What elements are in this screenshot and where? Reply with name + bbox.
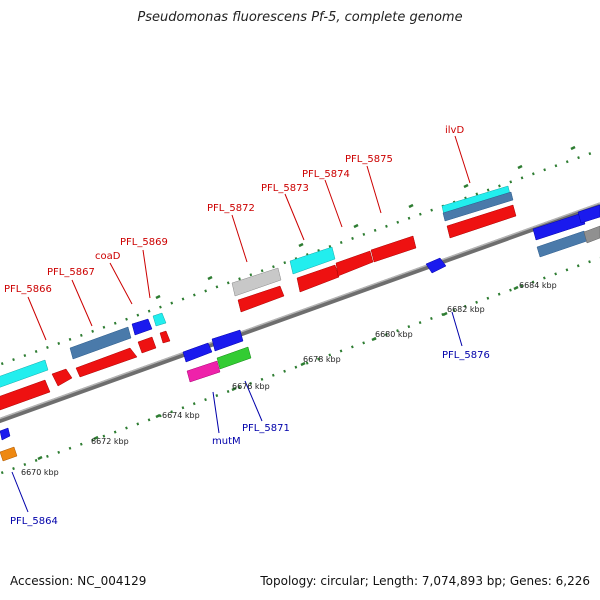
gene-label-pfl-5872: PFL_5872 bbox=[207, 203, 255, 214]
gene-blue bbox=[577, 204, 600, 224]
tick-mark bbox=[207, 275, 213, 281]
gene-red bbox=[51, 368, 73, 387]
accession-text: Accession: NC_004129 bbox=[10, 574, 147, 588]
tick-mark bbox=[93, 435, 99, 441]
gene-cyan bbox=[152, 312, 167, 327]
genome-backbone bbox=[0, 202, 600, 424]
gene-gray bbox=[583, 225, 600, 244]
gene-label-pfl-5874: PFL_5874 bbox=[302, 169, 350, 180]
gene-label-pfl-5864: PFL_5864 bbox=[10, 516, 58, 527]
gene-label-pfl-5873: PFL_5873 bbox=[261, 183, 309, 194]
tick-marks bbox=[37, 145, 576, 461]
gene-blue bbox=[182, 342, 213, 363]
gene-red bbox=[446, 204, 517, 239]
tick-mark bbox=[442, 311, 448, 317]
tick-mark bbox=[155, 294, 161, 300]
tick-mark bbox=[37, 455, 43, 461]
tick-mark bbox=[517, 164, 523, 170]
gene-magenta bbox=[186, 360, 221, 383]
gene-red bbox=[296, 264, 340, 293]
kbp-tick-labels: 6670 kbp 6672 kbp 6674 kbp 6676 kbp 6678… bbox=[21, 281, 557, 477]
tick-mark bbox=[408, 203, 414, 209]
gene-steelblue bbox=[69, 326, 132, 360]
tick-label: 6672 kbp bbox=[91, 437, 129, 446]
guide-line-lower bbox=[0, 256, 600, 475]
gene-label-pfl-5869: PFL_5869 bbox=[120, 237, 168, 248]
gene-label-pfl-5866: PFL_5866 bbox=[4, 284, 52, 295]
gene-blue bbox=[211, 329, 244, 352]
gene-gray bbox=[231, 267, 282, 297]
forward-genes bbox=[0, 185, 517, 411]
gene-label-pfl-5871: PFL_5871 bbox=[242, 423, 290, 434]
gene-label-coad: coaD bbox=[95, 251, 121, 262]
forward-leaders bbox=[27, 135, 471, 341]
tick-label: 6682 kbp bbox=[447, 305, 485, 314]
tick-label: 6684 kbp bbox=[519, 281, 557, 290]
map-title: Pseudomonas fluorescens Pf-5, complete g… bbox=[137, 10, 463, 25]
gene-label-ilvd: ilvD bbox=[445, 125, 464, 136]
tick-mark bbox=[463, 183, 469, 189]
gene-red bbox=[237, 285, 285, 313]
tick-mark bbox=[298, 242, 304, 248]
gene-label-pfl-5867: PFL_5867 bbox=[47, 267, 95, 278]
gene-blue bbox=[425, 257, 447, 274]
gene-label-mutm: mutM bbox=[212, 436, 241, 447]
tick-label: 6676 kbp bbox=[232, 382, 270, 391]
gene-blue bbox=[0, 427, 11, 441]
gene-red bbox=[75, 347, 138, 378]
gene-orange bbox=[0, 446, 18, 462]
tick-mark bbox=[371, 336, 377, 342]
tick-label: 6678 kbp bbox=[303, 355, 341, 364]
gene-cyan bbox=[0, 359, 49, 388]
gene-green bbox=[216, 346, 252, 370]
tick-mark bbox=[300, 361, 306, 367]
gene-red bbox=[137, 336, 157, 354]
gene-red bbox=[0, 379, 51, 411]
gene-steelblue bbox=[442, 191, 514, 222]
tick-mark bbox=[353, 223, 359, 229]
tick-mark bbox=[155, 413, 161, 419]
gene-label-pfl-5876: PFL_5876 bbox=[442, 350, 490, 361]
tick-mark bbox=[513, 285, 519, 291]
reverse-labels: PFL_5864 mutM PFL_5871 PFL_5876 bbox=[10, 350, 490, 527]
gene-red bbox=[159, 330, 171, 344]
tick-mark bbox=[231, 386, 237, 392]
tick-label: 6674 kbp bbox=[162, 411, 200, 420]
gene-blue bbox=[131, 318, 153, 336]
tick-label: 6670 kbp bbox=[21, 468, 59, 477]
tick-label: 6680 kbp bbox=[375, 330, 413, 339]
genome-summary-text: Topology: circular; Length: 7,074,893 bp… bbox=[260, 574, 590, 588]
tick-mark bbox=[570, 145, 576, 151]
gene-blue bbox=[532, 212, 586, 241]
reverse-genes bbox=[0, 204, 600, 462]
gene-red bbox=[335, 250, 374, 277]
reverse-leaders bbox=[11, 311, 463, 513]
gene-red bbox=[370, 235, 417, 263]
gene-label-pfl-5875: PFL_5875 bbox=[345, 154, 393, 165]
gene-cyan bbox=[289, 246, 336, 275]
forward-labels: PFL_5866 PFL_5867 coaD PFL_5869 PFL_5872… bbox=[4, 125, 464, 295]
